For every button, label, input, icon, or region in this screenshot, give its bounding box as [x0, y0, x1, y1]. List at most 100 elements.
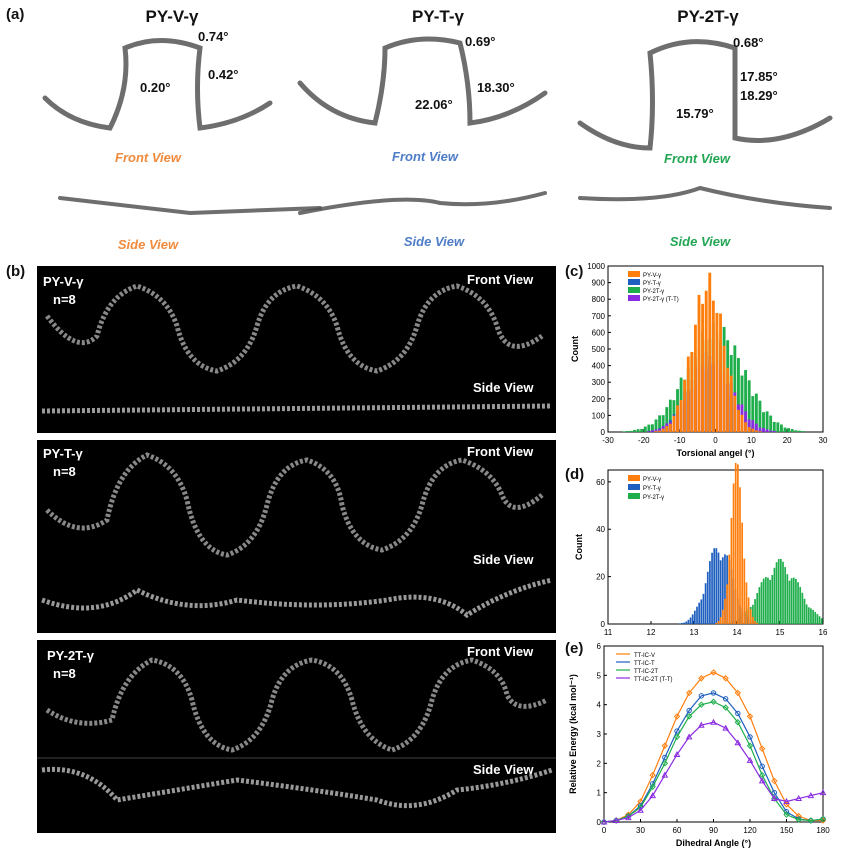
- histogram-bar: [694, 324, 697, 432]
- histogram-bar: [668, 399, 672, 432]
- legend-label: PY-V-γ: [643, 273, 661, 279]
- histogram-bar: [758, 587, 761, 624]
- x-tick-label: 30: [636, 826, 645, 835]
- x-axis-label: Torsional angel (°): [677, 448, 755, 458]
- histogram-bar: [651, 430, 654, 432]
- data-point: [686, 707, 692, 714]
- y-axis-label: Count: [570, 336, 580, 362]
- histogram-bar: [715, 622, 718, 624]
- x-tick-label: 11: [604, 628, 613, 637]
- data-point: [698, 675, 705, 682]
- histogram-bar: [765, 411, 769, 432]
- histogram-bar: [803, 598, 806, 624]
- data-point: [685, 689, 693, 697]
- histogram-bar: [730, 517, 733, 624]
- data-point: [710, 718, 717, 725]
- angle-label: 18.29°: [740, 88, 778, 103]
- side-view-label: Side View: [473, 762, 534, 777]
- histogram-bar: [697, 294, 701, 432]
- x-tick-label: 12: [647, 628, 656, 637]
- angle-label: 0.74°: [198, 29, 229, 44]
- y-tick-label: 20: [596, 573, 605, 582]
- histogram-bar: [740, 375, 744, 432]
- data-point: [661, 771, 669, 778]
- y-tick-label: 40: [596, 525, 605, 534]
- side-view-label: Side View: [473, 380, 534, 395]
- histogram-bar: [754, 599, 756, 624]
- histogram-bar: [810, 608, 812, 624]
- y-tick-label: 700: [592, 312, 606, 321]
- y-tick-label: 100: [592, 411, 606, 420]
- data-point: [649, 783, 656, 791]
- data-point: [770, 795, 778, 802]
- histogram-bar: [790, 429, 794, 432]
- histogram-bar: [739, 487, 741, 624]
- legend-swatch: [628, 279, 640, 285]
- data-point: [673, 733, 681, 741]
- legend-label: PY-T-γ: [643, 486, 661, 492]
- histogram-bar: [726, 367, 730, 432]
- y-tick-label: 2: [597, 759, 602, 768]
- histogram-bar: [777, 559, 780, 624]
- oligomer-n: n=8: [53, 666, 76, 681]
- data-point: [661, 760, 669, 767]
- front-view-label: Front View: [467, 644, 534, 659]
- histogram-bar: [780, 424, 783, 432]
- histogram-bar: [696, 606, 698, 624]
- data-point: [819, 789, 827, 796]
- histogram-bar: [685, 621, 688, 624]
- histogram-bar: [752, 616, 754, 624]
- data-point: [661, 742, 669, 749]
- oligomer-box-2: PY-T-γ n=8 Front View Side View: [37, 440, 556, 633]
- legend-swatch: [628, 287, 640, 293]
- histogram-bar: [818, 616, 821, 624]
- histogram-bar: [719, 313, 722, 432]
- x-tick-label: 30: [819, 436, 828, 445]
- legend-swatch: [628, 475, 640, 481]
- histogram-bar: [665, 426, 669, 432]
- oligomer-structure: [37, 657, 556, 809]
- histogram-bar: [636, 429, 640, 432]
- histogram-bar: [728, 554, 731, 624]
- histogram-bar: [643, 426, 647, 432]
- histogram-bar: [647, 424, 651, 432]
- data-point: [722, 696, 729, 702]
- histogram-bar: [722, 345, 726, 432]
- histogram-bar: [654, 431, 658, 432]
- histogram-bar: [758, 400, 762, 432]
- data-point: [722, 675, 729, 682]
- y-axis-label: Count: [574, 534, 584, 560]
- histogram-bar: [787, 428, 791, 432]
- x-tick-label: 90: [709, 826, 718, 835]
- histogram-bar: [681, 623, 683, 624]
- histogram-bar: [651, 424, 654, 432]
- data-point: [795, 816, 802, 823]
- data-point: [649, 771, 656, 779]
- torsion-histogram: -30 -20 -10 0 10 20 30010020030040050060070080…: [570, 262, 828, 458]
- data-point: [710, 669, 717, 676]
- y-tick-label: 900: [592, 279, 606, 288]
- histogram-bar: [772, 421, 776, 432]
- histogram-bar: [801, 592, 804, 624]
- data-point: [771, 789, 778, 796]
- histogram-bar: [780, 558, 782, 624]
- energy-line-chart: 0 30 60 90 120 150 180 0 1 2 3 4 5 6 Dihedral Angle (°…: [568, 642, 830, 848]
- histogram-bar: [814, 611, 817, 624]
- data-point: [759, 763, 765, 769]
- series-line: [603, 692, 824, 823]
- oligomer-structure: [41, 452, 553, 619]
- legend-label: PY-2T-γ: [643, 289, 664, 295]
- histogram-bar: [706, 571, 709, 624]
- histogram-bar: [625, 431, 629, 432]
- data-point: [710, 690, 717, 696]
- data-point: [734, 719, 742, 726]
- y-tick-label: 0: [601, 428, 606, 437]
- x-tick-label: 20: [783, 436, 792, 445]
- molecule-structure-3: [577, 39, 833, 210]
- data-point: [600, 818, 608, 825]
- x-tick-label: 14: [733, 628, 742, 637]
- molecule-title-2: PY-T-γ: [412, 7, 464, 26]
- histogram-bar: [751, 396, 755, 432]
- histogram-bar: [807, 607, 810, 624]
- histogram-bar: [773, 567, 776, 624]
